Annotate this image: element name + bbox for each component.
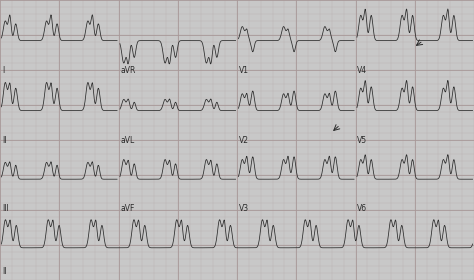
Text: V4: V4	[357, 66, 367, 75]
Text: II: II	[2, 267, 6, 276]
Text: aVF: aVF	[120, 204, 135, 213]
Text: V2: V2	[239, 136, 249, 145]
Text: V6: V6	[357, 204, 367, 213]
Text: V3: V3	[239, 204, 249, 213]
Text: V1: V1	[239, 66, 249, 75]
Text: III: III	[2, 204, 9, 213]
Text: aVL: aVL	[120, 136, 135, 145]
Text: II: II	[2, 136, 6, 145]
Text: V5: V5	[357, 136, 367, 145]
Text: aVR: aVR	[120, 66, 136, 75]
Text: I: I	[2, 66, 4, 75]
